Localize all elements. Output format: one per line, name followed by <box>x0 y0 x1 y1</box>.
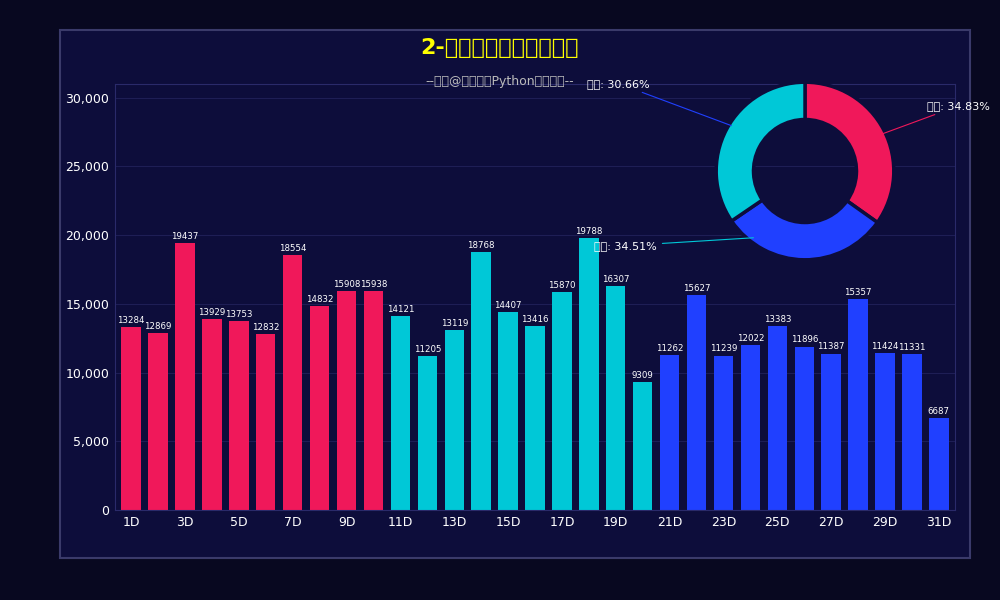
Wedge shape <box>805 82 894 223</box>
Text: 15870: 15870 <box>548 281 576 290</box>
Bar <box>471 252 491 510</box>
Text: 12022: 12022 <box>737 334 764 343</box>
Text: 14407: 14407 <box>494 301 522 310</box>
Bar <box>256 334 275 510</box>
Bar <box>552 292 572 510</box>
Text: 15938: 15938 <box>360 280 387 289</box>
Text: 2-一月各天订单数量分布: 2-一月各天订单数量分布 <box>421 38 579 58</box>
Text: 16307: 16307 <box>602 275 630 284</box>
Text: 中旬: 34.51%: 中旬: 34.51% <box>594 238 753 251</box>
Text: 13929: 13929 <box>198 308 226 317</box>
Text: 上旬: 34.83%: 上旬: 34.83% <box>856 101 990 143</box>
Wedge shape <box>732 200 877 260</box>
Text: 11331: 11331 <box>898 343 926 352</box>
Text: 13119: 13119 <box>441 319 468 328</box>
Text: 6687: 6687 <box>928 407 950 416</box>
Text: 12832: 12832 <box>252 323 280 332</box>
Text: 18554: 18554 <box>279 244 306 253</box>
Bar <box>902 354 922 510</box>
Text: 11205: 11205 <box>414 345 441 354</box>
Text: 14121: 14121 <box>387 305 414 314</box>
Bar <box>498 312 518 510</box>
Bar <box>364 291 383 510</box>
Text: 15357: 15357 <box>844 288 872 297</box>
Text: 13753: 13753 <box>225 310 253 319</box>
Text: 19437: 19437 <box>171 232 199 241</box>
Bar <box>795 347 814 510</box>
Bar <box>525 326 545 510</box>
Bar <box>337 292 356 510</box>
Text: 11896: 11896 <box>791 335 818 344</box>
Bar <box>229 321 249 510</box>
Text: 13416: 13416 <box>521 314 549 323</box>
Bar <box>148 333 168 510</box>
Text: 12869: 12869 <box>144 322 172 331</box>
Bar <box>929 418 949 510</box>
Text: 18768: 18768 <box>467 241 495 250</box>
Bar <box>821 353 841 510</box>
Bar <box>687 295 706 510</box>
Bar <box>768 326 787 510</box>
Text: --制图@公众号：Python当打之年--: --制图@公众号：Python当打之年-- <box>426 74 574 88</box>
Text: 11262: 11262 <box>656 344 683 353</box>
Bar <box>121 328 141 510</box>
Bar <box>848 299 868 510</box>
Bar <box>283 255 302 510</box>
Text: 15908: 15908 <box>333 280 360 289</box>
Text: 13284: 13284 <box>117 316 145 325</box>
Text: 19788: 19788 <box>575 227 603 236</box>
Text: 下旬: 30.66%: 下旬: 30.66% <box>587 79 731 125</box>
Bar <box>660 355 679 510</box>
Bar <box>579 238 599 510</box>
Bar <box>714 356 733 510</box>
Text: 11239: 11239 <box>710 344 737 353</box>
Bar <box>875 353 895 510</box>
Bar <box>606 286 625 510</box>
Bar <box>202 319 222 510</box>
Bar <box>445 330 464 510</box>
Bar <box>310 306 329 510</box>
Bar <box>175 243 195 510</box>
Text: 11387: 11387 <box>817 343 845 352</box>
Wedge shape <box>716 82 805 221</box>
Text: 15627: 15627 <box>683 284 710 293</box>
Bar <box>418 356 437 510</box>
Text: 9309: 9309 <box>632 371 654 380</box>
Text: 13383: 13383 <box>764 315 791 324</box>
Bar <box>391 316 410 510</box>
Text: 11424: 11424 <box>871 342 899 351</box>
Bar <box>633 382 652 510</box>
Bar <box>741 345 760 510</box>
Text: 14832: 14832 <box>306 295 333 304</box>
